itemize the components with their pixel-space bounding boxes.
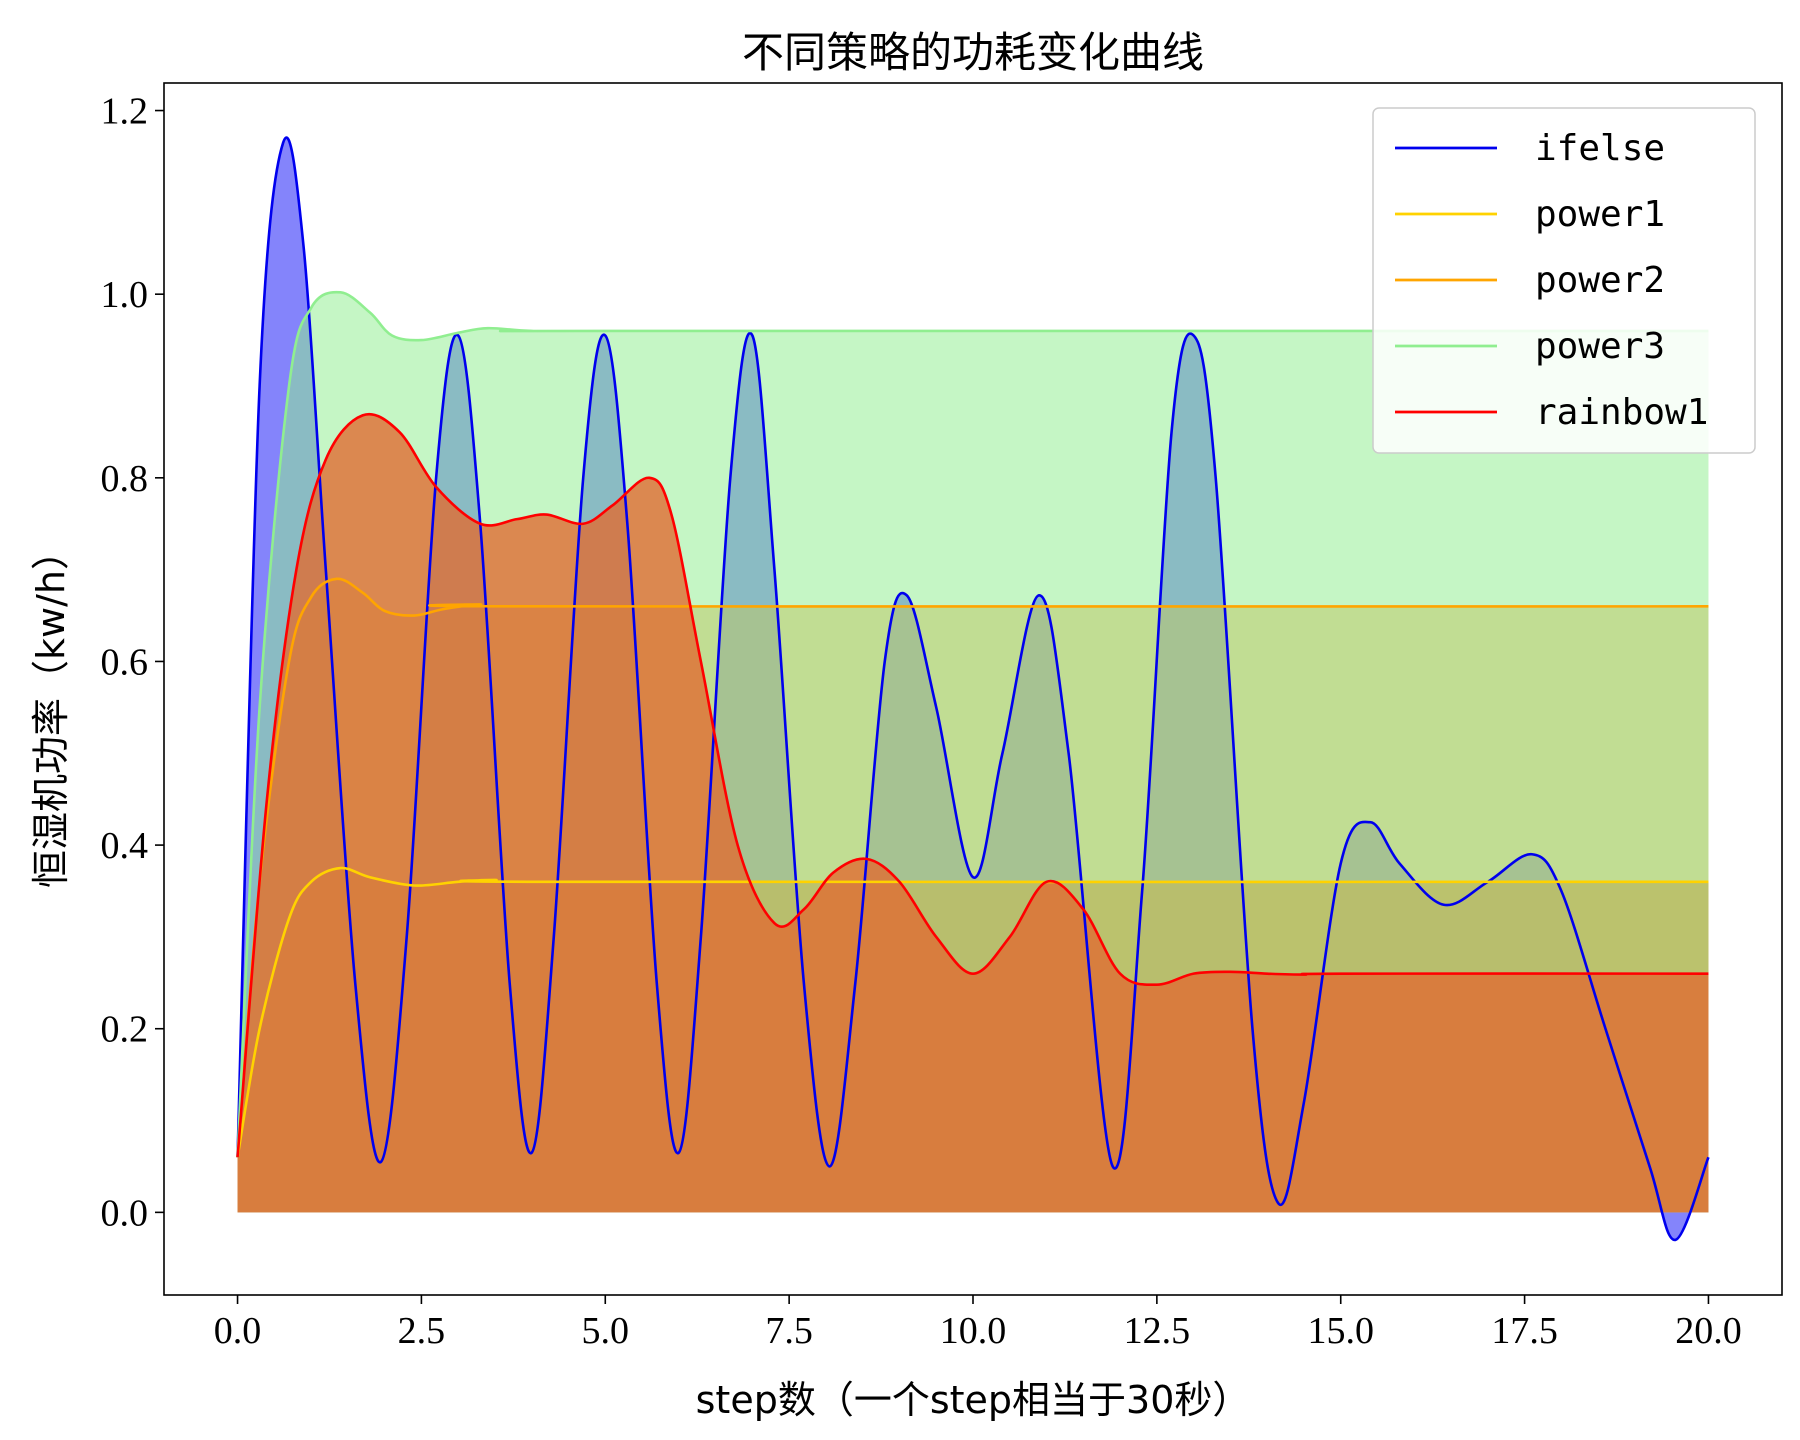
y-tick-label: 0.0 [101,1192,149,1234]
series-fill-layer [237,137,1709,1240]
x-tick-label: 2.5 [398,1310,446,1352]
x-axis: 0.0 2.5 5.0 7.5 10.0 12.5 15.0 17.5 20.0 [214,1295,1742,1352]
legend-label-rainbow1: rainbow1 [1535,392,1708,433]
x-tick-label: 0.0 [214,1310,262,1352]
x-tick-label: 7.5 [765,1310,813,1352]
y-tick-label: 1.0 [101,274,149,316]
series-area-rainbow1 [237,414,1709,1213]
chart-title: 不同策略的功耗变化曲线 [742,28,1204,77]
y-tick-label: 0.4 [101,825,149,867]
legend-label-power1: power1 [1535,194,1665,235]
series-line-ifelse [236,136,1710,1242]
x-tick-label: 10.0 [940,1310,1007,1352]
series-line-layer [236,136,1710,1242]
series-line-power1 [236,866,1709,1158]
y-axis: 0.0 0.2 0.4 0.6 0.8 1.0 1.2 [101,91,164,1234]
legend-box [1372,107,1756,454]
x-axis-label: step数（一个step相当于30秒） [696,1378,1251,1422]
legend-label-power2: power2 [1535,260,1665,301]
legend: ifelse power1 power2 power3 rainbow1 [1372,107,1756,454]
legend-label-power3: power3 [1535,326,1665,367]
y-tick-label: 1.2 [101,91,149,133]
series-line-power3 [236,290,1709,1158]
y-axis-label: 恒湿机功率（kw/h） [29,532,73,888]
y-tick-label: 0.2 [101,1009,149,1051]
x-tick-label: 15.0 [1307,1310,1374,1352]
y-tick-label: 0.6 [101,641,149,683]
x-tick-label: 12.5 [1124,1310,1191,1352]
x-tick-label: 17.5 [1491,1310,1558,1352]
series-line-power2 [236,577,1709,1158]
legend-label-ifelse: ifelse [1535,128,1665,169]
x-tick-label: 5.0 [582,1310,630,1352]
y-tick-label: 0.8 [101,458,149,500]
series-line-rainbow1 [236,412,1709,1158]
x-tick-label: 20.0 [1675,1310,1742,1352]
